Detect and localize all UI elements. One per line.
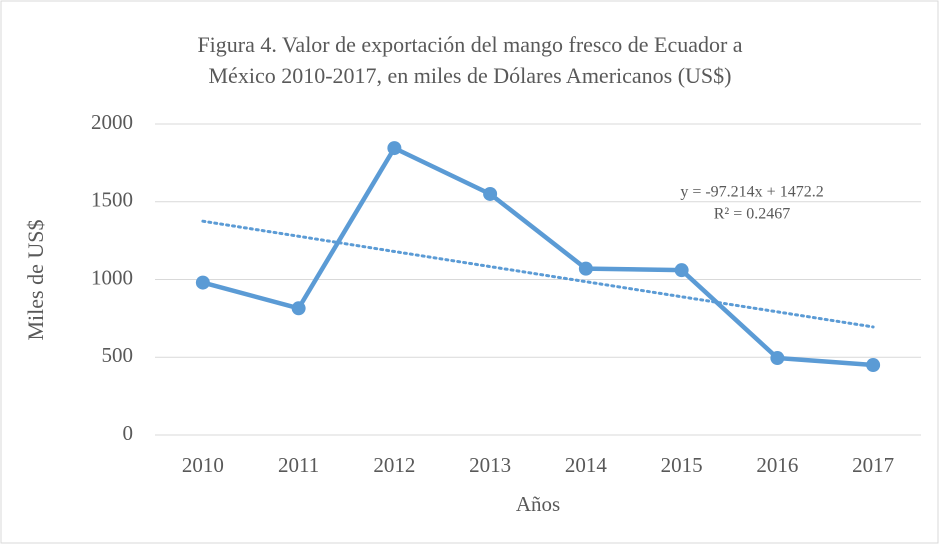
- y-axis-title: Miles de US$: [23, 220, 48, 341]
- data-point: [674, 263, 689, 278]
- data-point: [195, 275, 210, 290]
- x-tick-label: 2017: [852, 453, 894, 477]
- data-point: [291, 301, 306, 316]
- y-tick-label: 1500: [91, 188, 133, 212]
- x-axis-title: Años: [516, 492, 560, 516]
- data-point: [387, 141, 402, 156]
- x-tick-label: 2012: [373, 453, 415, 477]
- trendline-equation: y = -97.214x + 1472.2: [680, 184, 823, 201]
- y-tick-label: 2000: [91, 110, 133, 134]
- x-tick-label: 2010: [182, 453, 224, 477]
- data-point: [578, 261, 593, 276]
- data-point: [866, 358, 881, 373]
- chart-title: México 2010-2017, en miles de Dólares Am…: [209, 63, 732, 88]
- trendline: [201, 219, 875, 329]
- x-tick-label: 2013: [469, 453, 511, 477]
- data-point: [770, 351, 785, 366]
- y-tick-label: 0: [123, 421, 134, 445]
- x-tick-label: 2014: [565, 453, 608, 477]
- trendline-r2: R² = 0.2467: [714, 206, 791, 223]
- y-tick-label: 500: [102, 343, 134, 367]
- x-tick-label: 2016: [756, 453, 798, 477]
- series-line: [200, 145, 876, 368]
- y-tick-label: 1000: [91, 265, 133, 289]
- x-tick-label: 2015: [661, 453, 703, 477]
- x-tick-label: 2011: [278, 453, 319, 477]
- data-point: [483, 186, 498, 201]
- chart-title: Figura 4. Valor de exportación del mango…: [197, 32, 742, 57]
